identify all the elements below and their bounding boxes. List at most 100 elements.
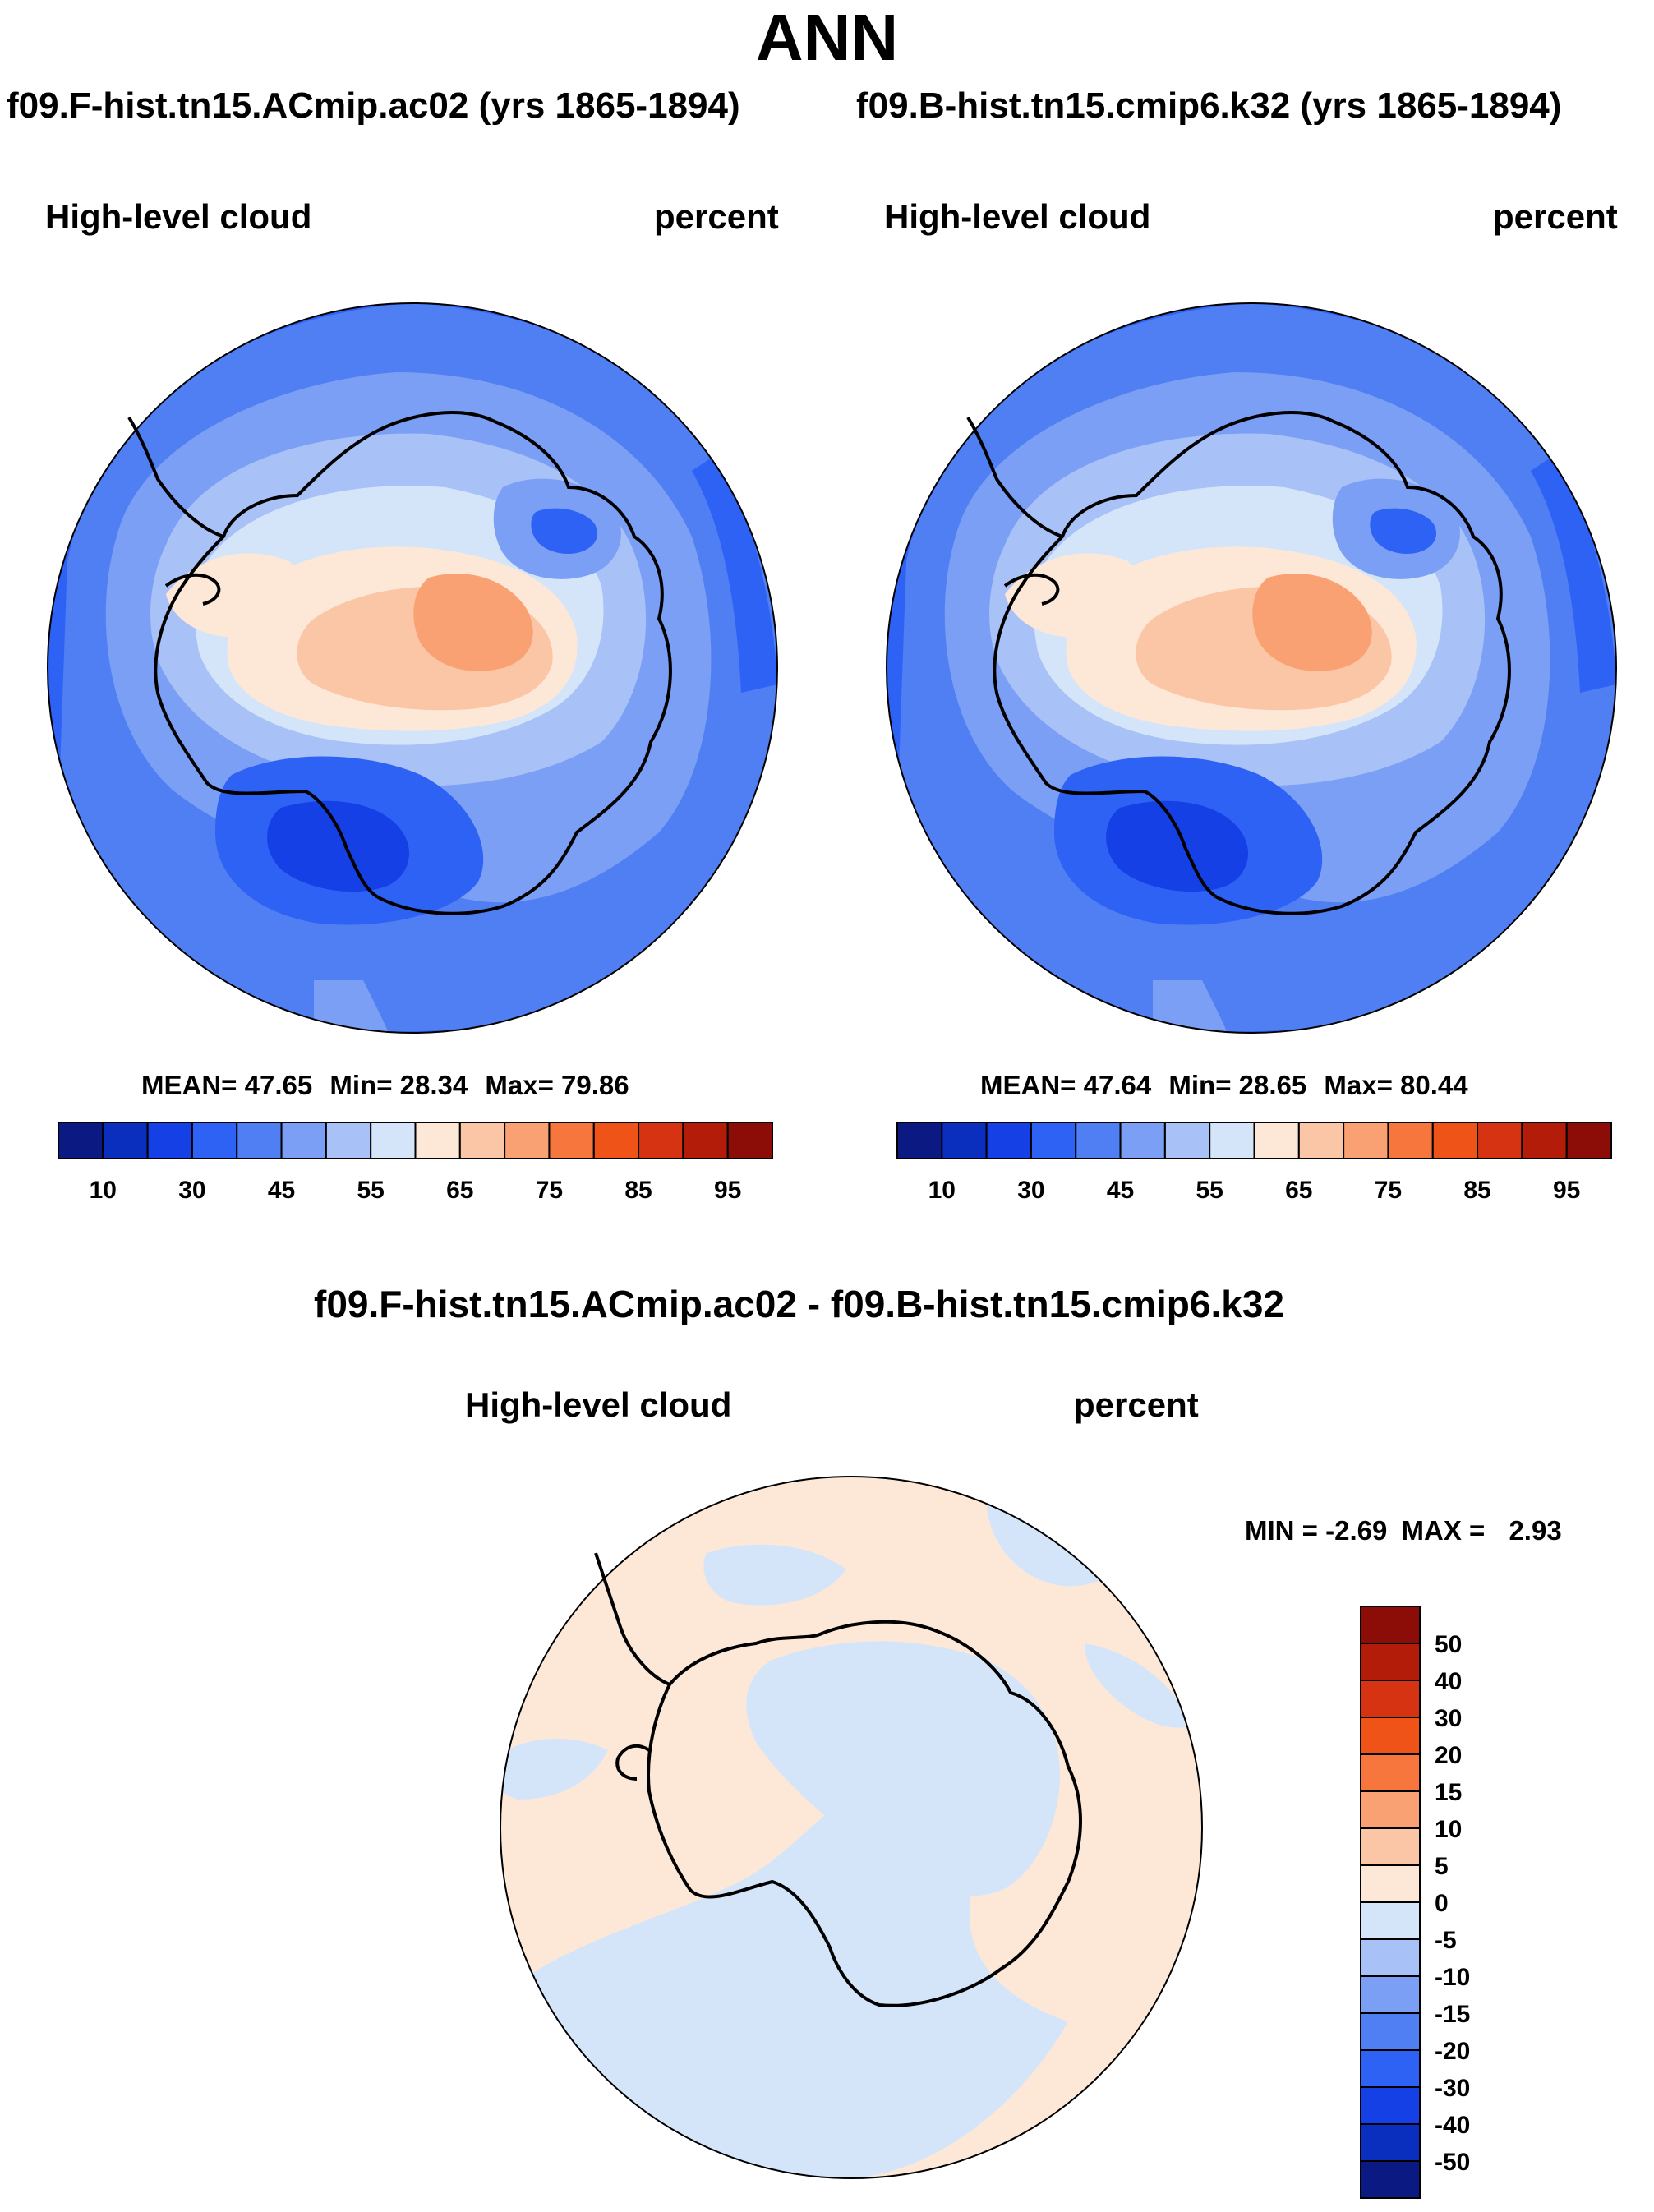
diff-colorbar-box-0 — [1360, 1606, 1421, 1644]
left-colorbar-tick-label: 85 — [624, 1177, 652, 1204]
diff-colorbar-tick-label: 10 — [1435, 1816, 1462, 1843]
diff-colorbar-tick-label: -5 — [1435, 1927, 1457, 1954]
left-colorbar-box-11 — [548, 1122, 595, 1159]
figure-title: ANN — [755, 1, 899, 74]
diff-colorbar-box-9 — [1360, 1938, 1421, 1977]
diff-colorbar-tick-label: 0 — [1435, 1890, 1449, 1917]
right-min-label: Min= — [1168, 1070, 1232, 1100]
right-colorbar-box-15 — [1565, 1122, 1612, 1159]
right-units: percent — [1493, 197, 1618, 236]
right-mean-value: 47.64 — [1083, 1070, 1152, 1100]
right-colorbar-box-5 — [1119, 1122, 1166, 1159]
diff-colorbar-tick-label: 40 — [1435, 1668, 1462, 1695]
diff-min-label: MIN = — [1245, 1515, 1318, 1546]
left-colorbar-tick-label: 95 — [714, 1177, 741, 1204]
left-colorbar: 10 30 45 55 65 75 85 95 — [58, 1122, 773, 1204]
right-colorbar-box-10 — [1343, 1122, 1389, 1159]
left-colorbar-tick-label: 55 — [357, 1177, 385, 1204]
left-colorbar-box-4 — [236, 1122, 283, 1159]
diff-colorbar-tick-label: -20 — [1435, 2038, 1470, 2065]
left-max-value: 79.86 — [561, 1070, 629, 1100]
diff-colorbar-box-5 — [1360, 1790, 1421, 1829]
left-run-title: f09.F-hist.tn15.ACmip.ac02 (yrs 1865-189… — [7, 85, 740, 126]
right-colorbar-box-11 — [1387, 1122, 1434, 1159]
right-colorbar-box-6 — [1163, 1122, 1211, 1159]
diff-colorbar-box-1 — [1360, 1643, 1421, 1681]
left-colorbar-tick-label: 30 — [178, 1177, 205, 1204]
diff-colorbar-box-7 — [1360, 1864, 1421, 1903]
diff-colorbar-box-4 — [1360, 1753, 1421, 1792]
diff-stats: MIN = -2.69 MAX = 2.93 — [1245, 1515, 1562, 1546]
left-colorbar-box-8 — [414, 1122, 461, 1159]
diff-colorbar-tick-label: -50 — [1435, 2149, 1470, 2176]
right-colorbar-box-14 — [1521, 1122, 1568, 1159]
diff-colorbar-tick-label: -10 — [1435, 1964, 1470, 1991]
left-colorbar-box-12 — [592, 1122, 640, 1159]
right-colorbar-tick-label: 30 — [1017, 1177, 1044, 1204]
right-colorbar-box-8 — [1253, 1122, 1300, 1159]
diff-colorbar-box-13 — [1360, 2086, 1421, 2125]
right-colorbar-tick-label: 55 — [1196, 1177, 1223, 1204]
diff-colorbar-tick-label: -15 — [1435, 2001, 1470, 2028]
left-max-label: Max= — [485, 1070, 554, 1100]
diff-colorbar-box-15 — [1360, 2160, 1421, 2199]
right-colorbar-tick-label: 75 — [1375, 1177, 1402, 1204]
right-colorbar-box-9 — [1297, 1122, 1345, 1159]
left-colorbar-tick-label: 10 — [90, 1177, 117, 1204]
diff-max-label: MAX = — [1401, 1515, 1486, 1546]
diff-max-value: 2.93 — [1509, 1515, 1562, 1546]
right-map — [886, 302, 1617, 1034]
left-field-name: High-level cloud — [45, 197, 312, 236]
right-max-label: Max= — [1324, 1070, 1393, 1100]
right-colorbar-box-4 — [1075, 1122, 1122, 1159]
left-colorbar-box-0 — [58, 1122, 104, 1159]
right-colorbar-box-0 — [896, 1122, 943, 1159]
diff-field-name: High-level cloud — [465, 1385, 732, 1424]
left-colorbar-box-10 — [504, 1122, 551, 1159]
left-units: percent — [654, 197, 779, 236]
right-colorbar-box-12 — [1431, 1122, 1479, 1159]
left-colorbar-box-3 — [191, 1122, 238, 1159]
right-max-value: 80.44 — [1400, 1070, 1468, 1100]
right-colorbar-box-1 — [941, 1122, 988, 1159]
diff-min-value: -2.69 — [1325, 1515, 1388, 1546]
left-map — [47, 302, 778, 1034]
diff-colorbar-box-6 — [1360, 1827, 1421, 1866]
diff-colorbar-box-3 — [1360, 1717, 1421, 1755]
right-colorbar-tick-label: 45 — [1107, 1177, 1134, 1204]
diff-colorbar-tick-label: 20 — [1435, 1742, 1462, 1769]
left-colorbar-box-5 — [280, 1122, 327, 1159]
diff-map — [500, 1476, 1203, 2179]
diff-colorbar-box-10 — [1360, 1975, 1421, 2014]
left-colorbar-box-13 — [638, 1122, 684, 1159]
diff-colorbar-box-11 — [1360, 2012, 1421, 2051]
right-min-value: 28.65 — [1238, 1070, 1307, 1100]
left-colorbar-tick-label: 65 — [446, 1177, 473, 1204]
right-colorbar-tick-label: 95 — [1553, 1177, 1580, 1204]
left-colorbar-box-2 — [146, 1122, 193, 1159]
diff-colorbar-box-8 — [1360, 1901, 1421, 1940]
left-mean-value: 47.65 — [244, 1070, 313, 1100]
left-colorbar-tick-label: 45 — [268, 1177, 295, 1204]
left-colorbar-box-14 — [682, 1122, 729, 1159]
diff-colorbar-tick-label: 50 — [1435, 1631, 1462, 1658]
left-colorbar-box-6 — [325, 1122, 372, 1159]
diff-colorbar-box-14 — [1360, 2123, 1421, 2162]
diff-colorbar-tick-label: 5 — [1435, 1853, 1449, 1880]
right-colorbar: 10 30 45 55 65 75 85 95 — [896, 1122, 1612, 1204]
diff-colorbar-tick-label: -30 — [1435, 2075, 1470, 2102]
left-min-label: Min= — [329, 1070, 393, 1100]
diff-colorbar-tick-label: -40 — [1435, 2112, 1470, 2139]
diff-colorbar-box-2 — [1360, 1680, 1421, 1718]
right-colorbar-box-2 — [985, 1122, 1032, 1159]
right-colorbar-box-13 — [1477, 1122, 1523, 1159]
right-stats: MEAN= 47.64 Min= 28.65 Max= 80.44 — [980, 1070, 1468, 1101]
left-colorbar-box-9 — [458, 1122, 506, 1159]
right-colorbar-tick-label: 65 — [1285, 1177, 1312, 1204]
diff-units: percent — [1074, 1385, 1199, 1424]
right-run-title: f09.B-hist.tn15.cmip6.k32 (yrs 1865-1894… — [856, 85, 1562, 126]
left-colorbar-box-1 — [102, 1122, 149, 1159]
right-mean-label: MEAN= — [980, 1070, 1076, 1100]
right-colorbar-box-3 — [1030, 1122, 1077, 1159]
